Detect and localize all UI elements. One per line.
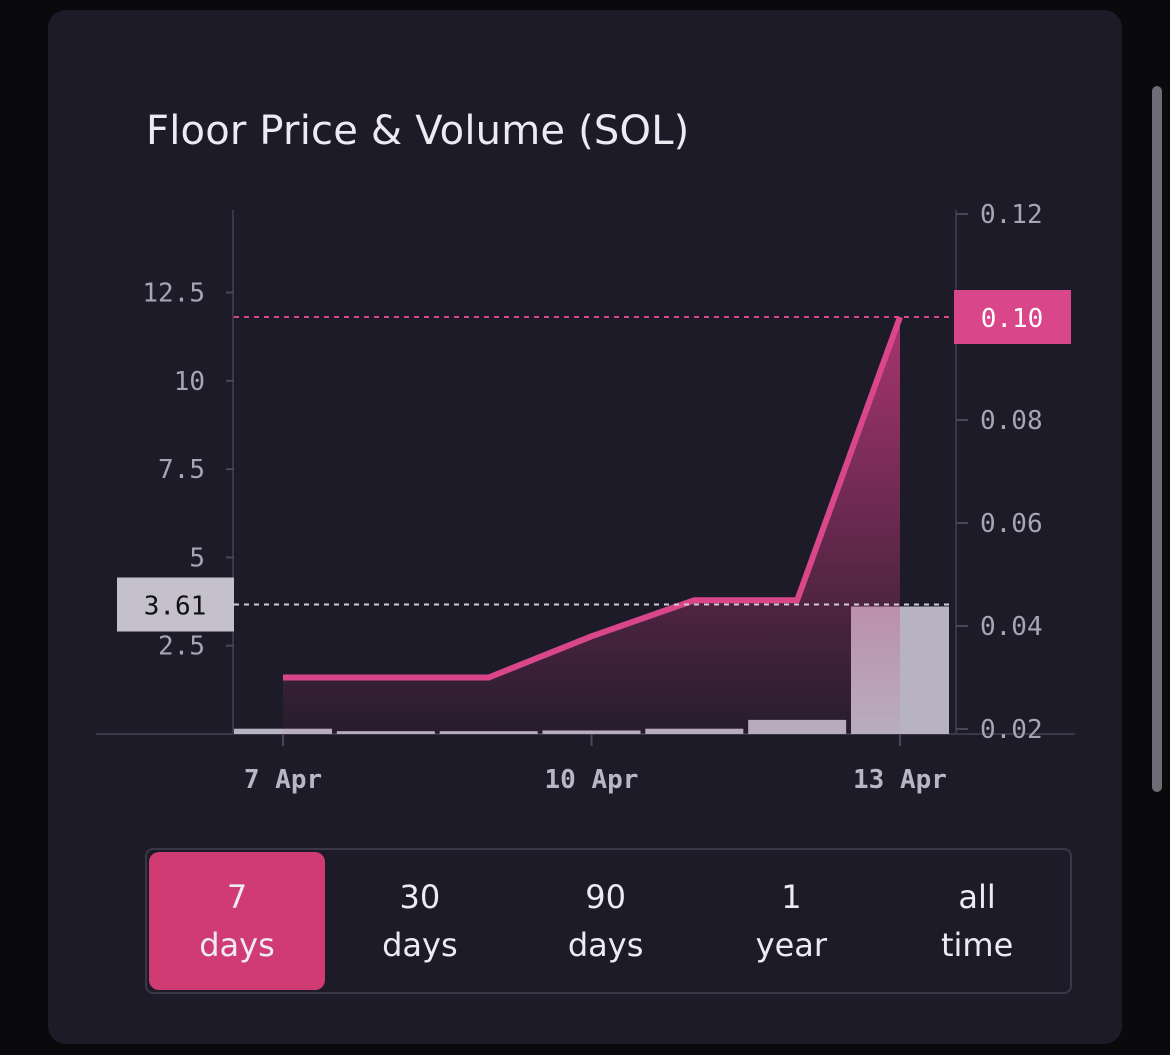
- left-axis-tick-label: 10: [174, 367, 205, 397]
- range-button-line2: year: [755, 926, 828, 964]
- left-axis-tick-label: 12.5: [142, 279, 205, 309]
- range-button-7-days[interactable]: 7 days: [149, 852, 325, 990]
- range-button-all-time[interactable]: all time: [884, 850, 1070, 992]
- x-axis-tick-label: 10 Apr: [545, 765, 639, 795]
- range-button-line2: days: [382, 926, 458, 964]
- right-axis-tick-label: 0.08: [980, 406, 1043, 436]
- range-button-line2: time: [940, 926, 1014, 964]
- left-axis-tick-label: 5: [189, 543, 205, 573]
- x-axis-tick-label: 13 Apr: [853, 765, 947, 795]
- left-axis-tick-label: 2.5: [158, 632, 205, 662]
- range-button-line1: 90: [585, 878, 626, 916]
- left-axis-tick-label: 7.5: [158, 455, 205, 485]
- range-button-line1: 7: [226, 878, 248, 916]
- floor-price-line: [283, 315, 903, 681]
- range-button-line2: days: [567, 926, 644, 964]
- range-button-30-days[interactable]: 30 days: [327, 850, 513, 992]
- x-axis-tick-label: 7 Apr: [244, 765, 322, 795]
- price-current-label: 0.10: [981, 304, 1044, 334]
- scrollbar[interactable]: [1152, 86, 1162, 792]
- range-button-90-days[interactable]: 90 days: [513, 850, 699, 992]
- right-axis-tick-label: 0.02: [980, 715, 1043, 745]
- chart-title: Floor Price & Volume (SOL): [146, 108, 690, 154]
- floor-price-area: [283, 317, 900, 734]
- range-button-line2: days: [199, 926, 275, 964]
- right-axis-tick-label: 0.04: [980, 612, 1043, 642]
- range-button-line1: all: [958, 878, 996, 916]
- volume-current-label: 3.61: [144, 592, 207, 622]
- range-button-line1: 30: [399, 878, 441, 916]
- right-axis-tick-label: 0.06: [980, 509, 1043, 539]
- right-axis-tick-label: 0.12: [980, 200, 1043, 230]
- range-button-line1: 1: [781, 878, 802, 916]
- range-button-1-year[interactable]: 1 year: [699, 850, 885, 992]
- volume-current-badge: [117, 577, 234, 632]
- time-range-selector: 7 days 30 days 90 days 1 year all time: [145, 848, 1072, 994]
- price-current-badge: [954, 290, 1071, 344]
